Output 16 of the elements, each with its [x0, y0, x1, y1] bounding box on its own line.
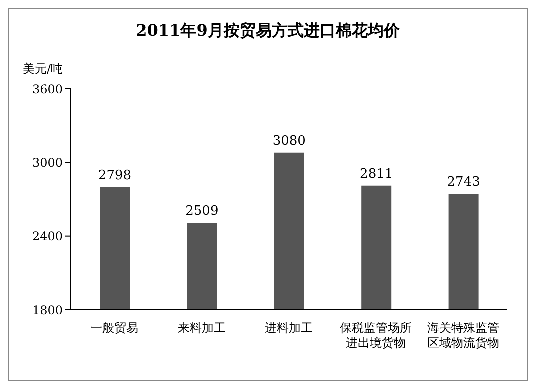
data-label: 3080 [272, 134, 306, 149]
x-tick-label: 来料加工 [178, 321, 226, 335]
data-label: 2811 [360, 166, 394, 182]
y-tick-label: 3600 [32, 82, 63, 96]
y-tick-label: 1800 [32, 303, 63, 318]
data-label: 2509 [186, 204, 219, 219]
y-tick-label: 2400 [32, 230, 63, 244]
x-tick-label: 海关特殊监管区域物流货物 [427, 321, 500, 350]
y-tick-label: 3000 [32, 156, 63, 170]
y-axis-title: 美元/吨 [23, 61, 64, 78]
x-tick-label: 进料加工 [265, 321, 313, 335]
chart-title: 2011年9月按贸易方式进口棉花均价 [135, 21, 401, 42]
data-label: 2743 [447, 175, 480, 190]
x-tick-label: 一般贸易 [90, 321, 139, 335]
x-tick-label: 保税监管场所进出境货物 [340, 321, 412, 350]
data-label: 2798 [98, 168, 132, 184]
